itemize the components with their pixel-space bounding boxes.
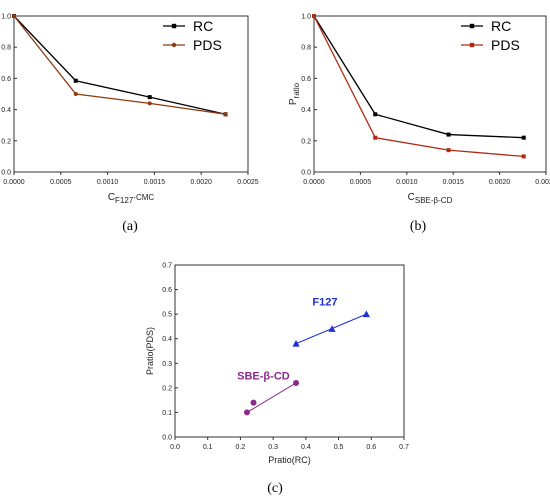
- data-point: [521, 154, 526, 159]
- chart-a: 0.0000 0.0005 0.0010 0.0015 0.0020 0.0025 0.0 0…: [0, 14, 259, 206]
- data-point: [328, 325, 336, 332]
- legend-marker: [171, 42, 177, 48]
- series-line-rc: [13, 15, 226, 115]
- legend-marker: [469, 23, 475, 29]
- data-point: [73, 92, 78, 96]
- x-axis-label: CSBE-β-CD: [408, 192, 453, 205]
- panel-label-a: (a): [122, 219, 138, 234]
- data-point: [223, 112, 228, 117]
- y-tick-label: 1.0: [1, 14, 11, 21]
- x-axis-label-main: C: [408, 192, 415, 203]
- data-point: [446, 148, 451, 153]
- chart-c: 0.0 0.1 0.2 0.3 0.4 0.5 0.6 0.7 0.0 0.1 0.2 0.3 0.4 0…: [145, 263, 409, 466]
- x-tick-label: 0.5: [334, 444, 344, 451]
- y-axis-label: Pratio(PDS): [145, 327, 155, 375]
- legend-label: PDS: [193, 37, 222, 53]
- data-point: [373, 135, 378, 140]
- data-point: [250, 399, 257, 406]
- data-point: [373, 112, 378, 117]
- panel-label-c: (c): [267, 481, 283, 496]
- legend-label: PDS: [491, 37, 520, 53]
- data-point: [521, 135, 526, 140]
- x-tick-label: 0.0020: [190, 179, 212, 186]
- y-axis-label-sub: ratio: [292, 82, 301, 98]
- legend-marker: [171, 23, 177, 29]
- x-tick-label: 0.0: [170, 444, 180, 451]
- y-tick-label: 0.1: [162, 410, 172, 417]
- data-point: [293, 379, 300, 386]
- data-point: [243, 409, 250, 416]
- x-axis-label-main: C: [108, 192, 115, 203]
- x-tick-label: 0.7: [399, 444, 409, 451]
- y-tick-label: 0.4: [1, 107, 11, 114]
- x-tick-label: 0.0000: [3, 179, 25, 186]
- x-tick-label: 0.6: [366, 444, 376, 451]
- plot-frame: [174, 264, 405, 438]
- y-tick-label: 0.8: [301, 45, 311, 52]
- x-tick-label: 0.0020: [489, 179, 511, 186]
- y-tick-label: 0.8: [1, 45, 11, 52]
- y-axis-label: Pratio: [0, 82, 1, 105]
- x-tick-label: 0.0025: [237, 179, 259, 186]
- data-point: [147, 101, 152, 106]
- legend-label: RC: [193, 18, 213, 34]
- y-tick-label: 0.2: [301, 138, 311, 145]
- series-label-sbe: SBE-β-CD: [237, 370, 290, 382]
- data-point: [446, 132, 451, 137]
- data-point: [12, 14, 16, 18]
- data-point: [362, 310, 370, 318]
- series-label-f127: F127: [312, 297, 337, 309]
- x-axis-label: CF127-CMC: [108, 192, 155, 205]
- x-tick-label: 0.0000: [303, 179, 325, 186]
- y-tick-label: 0.6: [1, 76, 11, 83]
- chart-b: 0.0000 0.0005 0.0010 0.0015 0.0020 0.0025 0.0 0…: [288, 14, 550, 206]
- x-tick-label: 0.0010: [97, 179, 119, 186]
- legend-label: RC: [491, 18, 511, 34]
- y-tick-label: 0.5: [162, 312, 172, 319]
- x-axis-label: Pratio(RC): [268, 455, 311, 465]
- y-tick-label: 0.0: [162, 435, 172, 442]
- y-tick-label: 0.4: [162, 336, 172, 343]
- x-axis-label-sub: F127: [115, 196, 134, 205]
- x-tick-label: 0.0005: [50, 179, 72, 186]
- y-tick-label: 0.6: [301, 76, 311, 83]
- plot-frame: [313, 15, 547, 173]
- y-tick-label: 0.3: [162, 361, 172, 368]
- legend-marker: [469, 42, 475, 48]
- y-tick-label: 0.0: [301, 170, 311, 177]
- panel-label-b: (b): [410, 219, 427, 234]
- series-line-pds: [313, 15, 524, 158]
- data-point: [73, 78, 78, 83]
- y-tick-label: 0.4: [301, 107, 311, 114]
- x-tick-label: 0.0010: [396, 179, 418, 186]
- x-tick-label: 0.0005: [350, 179, 372, 186]
- series-line-pds: [13, 15, 226, 115]
- y-tick-label: 0.2: [1, 138, 11, 145]
- x-axis-label-suffix: -CMC: [133, 193, 154, 202]
- trend-line-1: [246, 382, 297, 413]
- y-axis-label: Pratio: [288, 82, 301, 105]
- y-tick-label: 1.0: [301, 14, 311, 21]
- y-tick-label: 0.2: [162, 385, 172, 392]
- data-point: [147, 95, 152, 100]
- y-axis-label-main: P: [288, 98, 299, 105]
- y-tick-label: 0.6: [162, 287, 172, 294]
- x-tick-label: 0.0025: [535, 179, 550, 186]
- x-tick-label: 0.3: [268, 444, 278, 451]
- y-tick-label: 0.7: [162, 263, 172, 270]
- x-tick-label: 0.0015: [144, 179, 166, 186]
- x-tick-label: 0.0015: [442, 179, 464, 186]
- data-point: [292, 340, 300, 347]
- x-tick-label: 0.4: [301, 444, 311, 451]
- plot-frame: [13, 15, 249, 173]
- x-axis-label-sub: SBE-β-CD: [415, 196, 453, 205]
- y-axis-label-sub: ratio: [0, 82, 1, 98]
- data-point: [312, 14, 316, 18]
- y-tick-label: 0.0: [1, 170, 11, 177]
- x-tick-label: 0.1: [203, 444, 213, 451]
- series-line-rc: [313, 15, 524, 139]
- x-tick-label: 0.2: [236, 444, 246, 451]
